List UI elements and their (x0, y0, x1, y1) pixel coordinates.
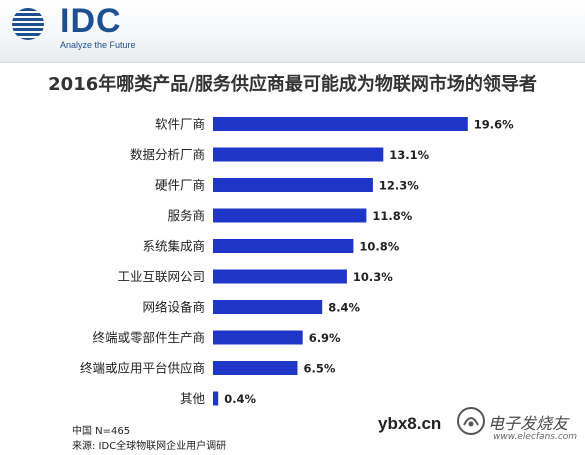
category-label: 工业互联网公司 (117, 269, 205, 284)
category-label: 数据分析厂商 (130, 147, 205, 162)
bar (213, 269, 347, 284)
bar (213, 330, 303, 345)
idc-globe-icon (12, 8, 44, 40)
bar (213, 208, 367, 223)
value-label: 0.4% (224, 392, 256, 406)
sample-note: 中国 N=465 (72, 426, 131, 437)
category-label: 硬件厂商 (155, 178, 205, 193)
bar (213, 361, 298, 375)
watermark-brand: 电子发烧友 (488, 414, 569, 433)
value-label: 13.1% (389, 148, 429, 162)
value-label: 6.5% (304, 362, 336, 376)
category-label: 网络设备商 (142, 300, 205, 315)
bar (213, 239, 354, 253)
bar (213, 147, 384, 162)
chart-title: 2016年哪类产品/服务供应商最可能成为物联网市场的领导者 (48, 74, 537, 95)
category-label: 终端或应用平台供应商 (80, 361, 205, 376)
header-bar: IDC Analyze the Future (0, 0, 585, 63)
bar (213, 117, 468, 131)
value-label: 6.9% (309, 331, 341, 345)
bar (213, 178, 373, 192)
value-label: 10.8% (359, 240, 399, 254)
category-label: 服务商 (167, 208, 205, 223)
watermark-url: www.elecfans.com (493, 432, 578, 442)
elecfans-logo-icon (457, 407, 485, 435)
logo-tagline: Analyze the Future (60, 40, 136, 50)
category-label: 系统集成商 (142, 239, 205, 254)
category-label: 软件厂商 (155, 117, 205, 132)
value-label: 11.8% (372, 209, 412, 223)
source-note: 来源: IDC全球物联网企业用户调研 (72, 441, 227, 452)
bar-chart: 软件厂商 19.6% 数据分析厂商 13.1% 硬件厂商 12.3% 服务商 11.8% 系统集… (80, 117, 514, 407)
watermark-site: ybx8.cn (378, 414, 442, 433)
bar (213, 300, 323, 314)
category-label: 其他 (180, 391, 206, 406)
value-label: 10.3% (353, 270, 393, 284)
bar (213, 391, 219, 406)
value-label: 8.4% (328, 301, 360, 315)
category-label: 终端或零部件生产商 (92, 330, 205, 345)
logo-text: IDC (60, 2, 122, 40)
value-label: 19.6% (474, 118, 514, 132)
value-label: 12.3% (379, 179, 419, 193)
